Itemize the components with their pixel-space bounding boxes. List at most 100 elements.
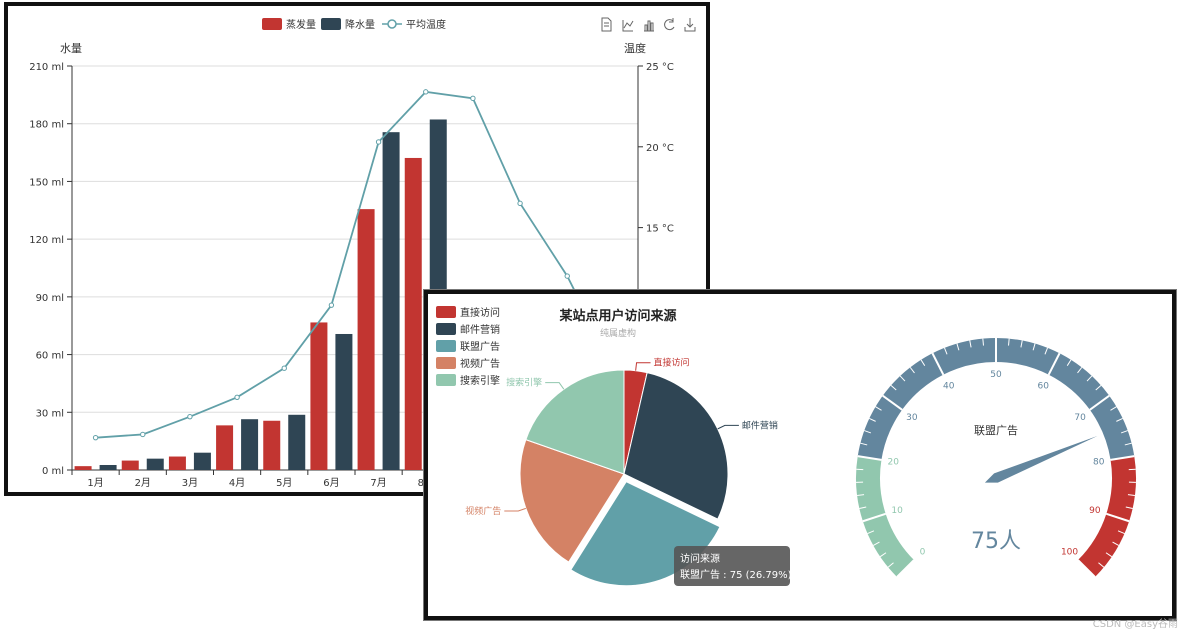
gauge-tick-label: 20 — [888, 458, 900, 468]
gauge-tick — [943, 347, 948, 355]
bar[interactable] — [99, 464, 117, 470]
bar[interactable] — [193, 452, 211, 470]
pie-gauge-panel: 某站点用户访问来源 纯属虚构 直接访问 邮件营销 联盟广告 视频广告 搜索引擎 直接访问… — [424, 290, 1176, 620]
legend: 蒸发量 降水量 平均温度 — [262, 18, 446, 31]
line-chart-icon[interactable] — [622, 20, 634, 32]
pie-slice[interactable] — [519, 439, 625, 563]
pie-legend-item[interactable]: 邮件营销 — [436, 323, 500, 336]
watermark: CSDN @Easy谷雨 — [1092, 619, 1178, 630]
legend-swatch — [262, 18, 282, 30]
restore-icon[interactable] — [664, 18, 675, 31]
line-series — [92, 89, 618, 441]
download-icon[interactable] — [684, 18, 696, 32]
pie-subtitle: 纯属虚构 — [600, 327, 636, 339]
bar-chart-icon[interactable] — [644, 20, 654, 32]
bar[interactable] — [288, 414, 306, 470]
legend-marker — [387, 19, 397, 29]
x-tick-label: 6月 — [323, 477, 339, 489]
pie-legend-item[interactable]: 直接访问 — [436, 306, 500, 319]
line-point[interactable] — [517, 200, 523, 207]
x-tick-label: 3月 — [182, 477, 198, 489]
bar[interactable] — [310, 322, 328, 470]
line-point[interactable] — [564, 273, 570, 279]
gauge-split-line — [1077, 559, 1096, 578]
line-point[interactable] — [423, 89, 429, 95]
line-point[interactable] — [328, 302, 335, 308]
legend-label: 平均温度 — [406, 18, 446, 31]
gauge-tick — [1008, 338, 1010, 346]
bar[interactable] — [241, 419, 259, 470]
y-axis-left: 0 ml 30 ml 60 ml 90 ml 120 ml 150 ml 180 ml 210… — [29, 62, 73, 477]
y-tick-label: 120 ml — [29, 235, 64, 246]
legend-item[interactable]: 蒸发量 — [262, 18, 316, 31]
bar[interactable] — [146, 458, 164, 470]
gauge-tick — [1032, 343, 1036, 351]
data-view-icon[interactable] — [601, 17, 612, 32]
gauge-tick — [1117, 530, 1125, 535]
legend-item[interactable]: 平均温度 — [382, 18, 446, 31]
legend-swatch — [321, 18, 341, 30]
bar[interactable] — [263, 420, 281, 470]
gauge-tick-label: 90 — [1089, 506, 1101, 516]
gauge-tick — [1124, 442, 1132, 446]
bar[interactable] — [357, 209, 375, 471]
y2-tick-label: 20 °C — [646, 143, 674, 154]
gauge-tick — [1116, 417, 1123, 422]
y-tick-label: 90 ml — [36, 293, 64, 304]
gauge-split-line — [1047, 352, 1061, 376]
bar[interactable] — [382, 132, 400, 470]
pie-label: 邮件营销 — [742, 419, 778, 431]
tooltip: 访问来源 联盟广告 : 75 (26.79%) — [674, 546, 792, 586]
pie-label: 视频广告 — [465, 505, 501, 517]
gauge-split-line — [896, 559, 915, 578]
line-point[interactable] — [187, 413, 193, 420]
bar[interactable] — [404, 157, 422, 470]
label-line — [545, 382, 565, 390]
legend-item[interactable]: 降水量 — [321, 18, 375, 31]
gauge-split-line — [862, 512, 886, 523]
y2-tick-label: 25 °C — [646, 62, 674, 73]
x-tick-label: 7月 — [370, 477, 386, 489]
toolbox — [601, 17, 696, 32]
gauge-tick — [867, 530, 875, 535]
gauge-tick-label: 10 — [891, 506, 903, 516]
line-point[interactable] — [140, 431, 146, 438]
bar[interactable] — [168, 456, 186, 470]
pie-legend-item[interactable]: 联盟广告 — [436, 340, 500, 353]
legend-label: 搜索引擎 — [460, 374, 500, 387]
gauge-tick — [969, 340, 972, 348]
line-point[interactable] — [375, 139, 382, 145]
bar[interactable] — [335, 333, 353, 470]
legend-swatch — [436, 340, 456, 352]
gauge-tick — [869, 417, 876, 422]
bar[interactable] — [121, 460, 139, 470]
legend-label: 降水量 — [345, 18, 375, 31]
line-point[interactable] — [470, 95, 476, 102]
y2-axis-title: 温度 — [624, 41, 646, 55]
gauge-split-line — [857, 455, 882, 461]
gauge-tick — [890, 385, 897, 391]
bar[interactable] — [216, 425, 234, 470]
legend-label: 直接访问 — [460, 306, 500, 319]
bar-line-chart-panel: 0 ml 30 ml 60 ml 90 ml 120 ml 150 ml 180 ml 210… — [4, 2, 710, 496]
x-tick-label: 5月 — [276, 477, 292, 489]
line-point[interactable] — [281, 365, 287, 371]
pie-label: 搜索引擎 — [506, 377, 542, 389]
gauge-split-line — [882, 394, 903, 411]
label-line — [717, 424, 739, 430]
y-axis-title: 水量 — [60, 42, 82, 55]
gauge-tick — [887, 562, 894, 568]
temperature-line — [95, 90, 616, 439]
pie-legend-item[interactable]: 搜索引擎 — [436, 374, 500, 387]
pie-legend-item[interactable]: 视频广告 — [436, 357, 500, 370]
gauge-split-line — [1110, 455, 1135, 461]
gauge-tick — [1098, 562, 1105, 568]
line-point[interactable] — [234, 394, 240, 400]
y-tick-label: 180 ml — [29, 120, 64, 131]
legend-label: 联盟广告 — [460, 340, 500, 353]
gauge-split-line — [1106, 512, 1130, 523]
line-point[interactable] — [92, 434, 99, 441]
bar[interactable] — [74, 466, 92, 470]
